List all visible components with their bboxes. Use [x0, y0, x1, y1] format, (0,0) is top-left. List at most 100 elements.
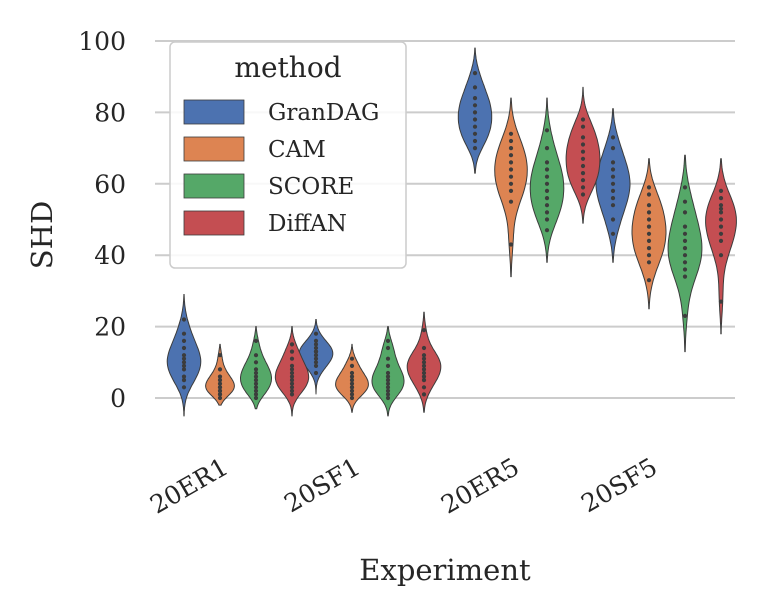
data-point [472, 131, 478, 136]
data-point [385, 345, 391, 351]
data-point [580, 185, 586, 190]
data-point [580, 117, 586, 122]
data-point [580, 192, 586, 197]
data-point [289, 392, 295, 397]
data-point [646, 260, 652, 265]
data-point [472, 71, 478, 76]
data-point [217, 353, 223, 358]
data-point [313, 363, 319, 368]
data-point [646, 185, 652, 190]
legend-swatch [183, 210, 245, 236]
data-point [718, 203, 724, 208]
data-point [217, 374, 223, 379]
data-point [181, 363, 187, 368]
data-point [544, 181, 550, 186]
data-point [313, 360, 319, 365]
data-point [580, 178, 586, 183]
data-point [646, 231, 652, 236]
data-point [682, 231, 688, 236]
data-point [289, 349, 295, 354]
data-point [349, 378, 355, 383]
data-point [682, 253, 688, 258]
legend-label: DiffAN [268, 211, 347, 237]
data-point [580, 124, 586, 129]
legend: method GranDAG CAM SCORE DiffAN [169, 41, 407, 269]
data-point [217, 378, 223, 383]
data-point [544, 160, 550, 165]
data-point [472, 110, 478, 115]
data-point [682, 274, 688, 279]
data-point [544, 146, 550, 151]
violin-cam-20er5 [494, 97, 528, 278]
y-tick-label: 100 [78, 27, 126, 56]
data-point [580, 149, 586, 154]
data-point [181, 385, 187, 390]
data-point [349, 392, 355, 397]
data-point [253, 378, 259, 383]
data-point [610, 203, 616, 208]
data-point [313, 370, 319, 376]
data-point [580, 163, 586, 169]
legend-label: CAM [268, 137, 326, 163]
data-point [385, 363, 391, 368]
data-point [181, 345, 187, 351]
x-tick-labels: 20ER1 20SF1 20ER5 20SF5 [145, 452, 662, 520]
data-point [610, 146, 616, 151]
data-point [181, 317, 187, 322]
data-point [421, 378, 427, 383]
data-point [289, 356, 295, 361]
data-point [421, 345, 427, 351]
data-point [544, 203, 550, 208]
legend-title: method [234, 51, 341, 84]
data-point [646, 238, 652, 243]
data-point [544, 188, 550, 193]
data-point [472, 117, 478, 122]
data-point [421, 363, 427, 368]
data-point [610, 160, 616, 165]
data-point [610, 174, 616, 179]
violin-diffan-20er5 [565, 86, 601, 224]
data-point [646, 246, 652, 251]
legend-item-grandag: GranDAG [183, 99, 379, 126]
y-tick-label: 40 [94, 241, 126, 270]
data-point [385, 388, 391, 393]
data-point [682, 199, 688, 204]
data-point [421, 392, 427, 397]
legend-item-diffan: DiffAN [183, 210, 347, 237]
data-point [181, 374, 187, 379]
data-point [544, 217, 550, 222]
data-point [544, 174, 550, 179]
data-point [217, 388, 223, 393]
data-point [289, 374, 295, 379]
data-point [508, 160, 514, 165]
data-point [472, 138, 478, 144]
data-point [472, 103, 478, 108]
data-point [349, 374, 355, 379]
data-point [349, 356, 355, 361]
data-point [610, 217, 616, 222]
data-point [646, 224, 652, 229]
data-point [217, 392, 223, 397]
data-point [289, 363, 295, 368]
data-point [646, 278, 652, 283]
data-point [181, 360, 187, 365]
legend-item-score: SCORE [183, 173, 354, 200]
data-point [289, 378, 295, 383]
data-point [313, 338, 319, 343]
data-point [253, 381, 259, 386]
data-point [385, 395, 391, 401]
data-point [349, 363, 355, 368]
data-point [646, 253, 652, 258]
data-point [610, 196, 616, 201]
data-point [682, 210, 688, 215]
data-point [217, 385, 223, 390]
data-point [508, 131, 514, 136]
data-point [289, 388, 295, 393]
data-point [508, 174, 514, 179]
data-point [181, 378, 187, 383]
series-score [240, 97, 703, 417]
data-point [181, 338, 187, 343]
data-point [610, 188, 616, 193]
data-point [181, 331, 187, 336]
legend-label: SCORE [268, 174, 354, 200]
